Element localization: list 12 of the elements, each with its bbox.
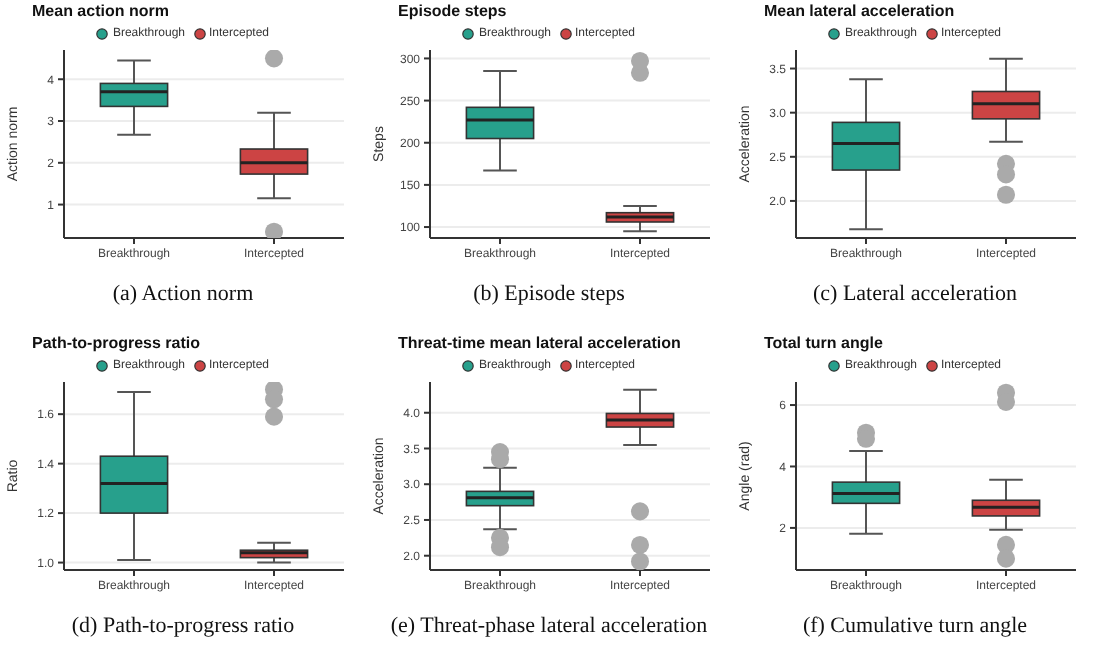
text: (a) Action norm [110, 282, 256, 306]
chart-title: Total turn angle [762, 332, 885, 356]
chart-title: Mean lateral acceleration [762, 0, 957, 24]
text: (e) Threat-phase lateral acceleration [388, 614, 710, 638]
chart-title: Path-to-progress ratio [30, 332, 203, 356]
text: (f) Cumulative turn angle [800, 614, 1030, 638]
chart-title: Mean action norm [30, 0, 171, 24]
text: (b) Episode steps [471, 282, 627, 306]
text: (c) Lateral acceleration [811, 282, 1019, 306]
chart-title: Episode steps [396, 0, 509, 24]
chart-title: Threat-time mean lateral acceleration [396, 332, 683, 356]
text: (d) Path-to-progress ratio [69, 614, 297, 638]
